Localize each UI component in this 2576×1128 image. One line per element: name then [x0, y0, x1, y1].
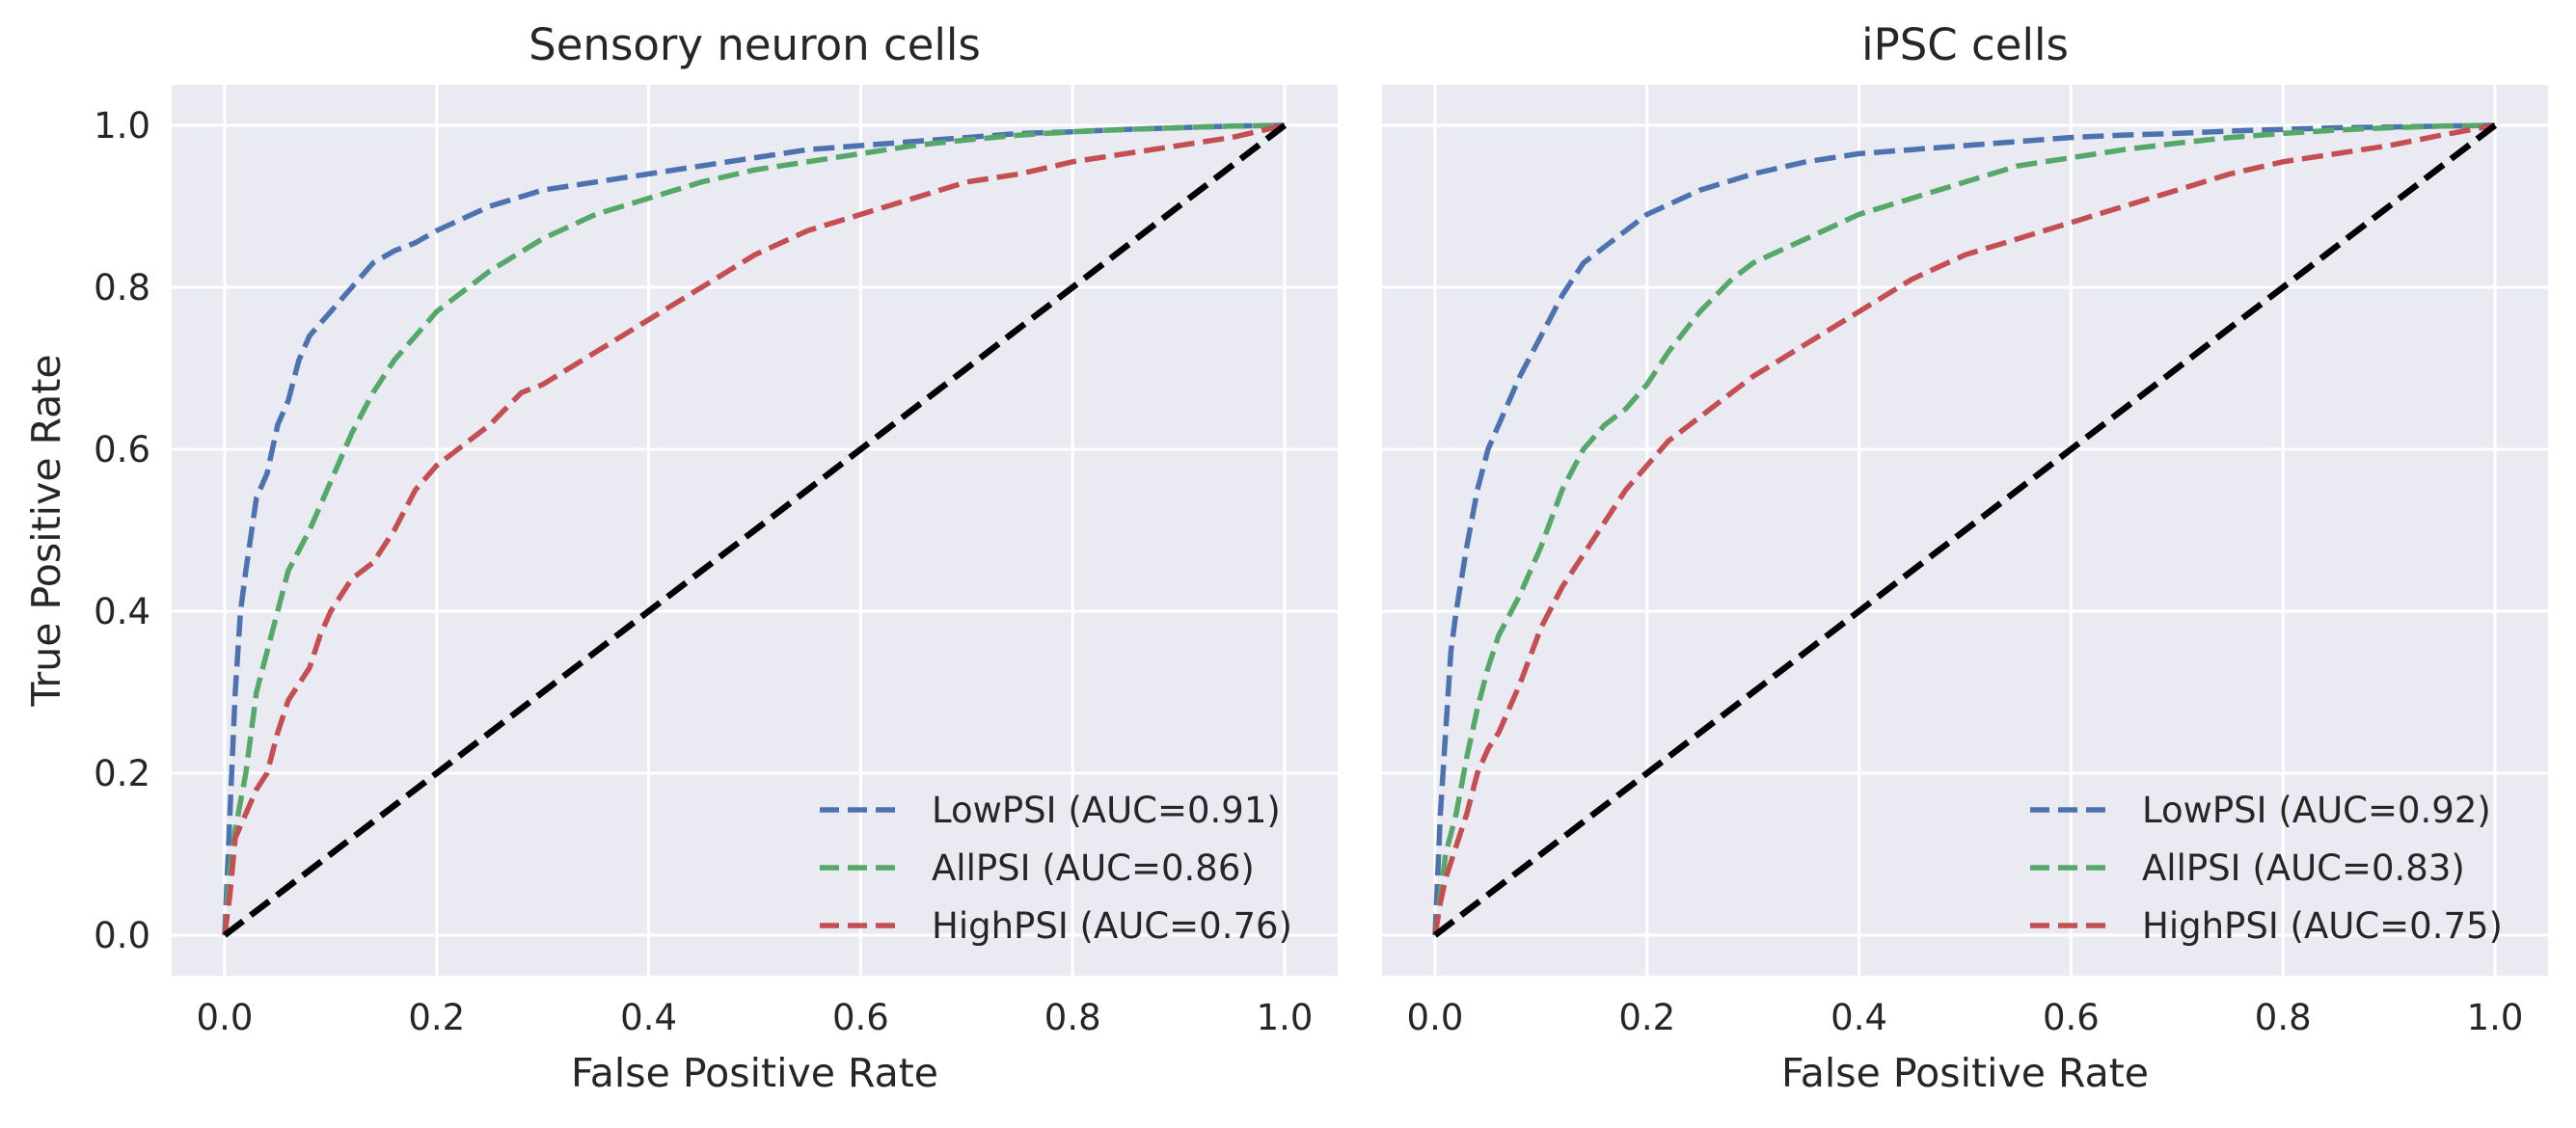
legend-label: AllPSI (AUC=0.83): [2142, 847, 2465, 889]
chart-title: Sensory neuron cells: [529, 19, 981, 70]
roc-curve: [222, 122, 1286, 936]
legend-label: HighPSI (AUC=0.76): [932, 905, 1292, 947]
roc-curve: [222, 122, 1286, 936]
y-tick-label: 0.2: [94, 753, 150, 794]
y-tick-label: 0.6: [94, 429, 150, 470]
x-tick-label: 0.6: [832, 997, 889, 1038]
legend-label: LowPSI (AUC=0.92): [2142, 790, 2491, 831]
tick-labels: 0.0 0.2 0.4 0.6 0.8 1.0 0.0 0.2 0.4 0.6 0.8 1.0: [94, 105, 1313, 1038]
x-tick-label: 0.2: [1618, 997, 1675, 1038]
x-tick-label: 0.8: [2255, 997, 2312, 1038]
x-tick-label: 0.6: [2043, 997, 2100, 1038]
x-tick-label: 0.4: [620, 997, 677, 1038]
x-tick-label: 1.0: [2467, 997, 2524, 1038]
legend-label: HighPSI (AUC=0.75): [2142, 905, 2503, 947]
x-tick-label: 1.0: [1257, 997, 1314, 1038]
legend-label: LowPSI (AUC=0.91): [932, 790, 1281, 831]
x-axis-label: False Positive Rate: [571, 1050, 938, 1096]
x-tick-label: 0.2: [408, 997, 465, 1038]
legend: LowPSI (AUC=0.91) AllPSI (AUC=0.86) HighPS…: [820, 790, 1292, 947]
panel-sensory-neuron: LowPSI (AUC=0.91) AllPSI (AUC=0.86) HighPS…: [23, 19, 1338, 1096]
x-axis-label: False Positive Rate: [1781, 1050, 2149, 1096]
x-tick-label: 0.4: [1830, 997, 1887, 1038]
roc-curve: [1432, 122, 2496, 936]
series-group: [222, 122, 1288, 938]
tick-labels: 0.0 0.2 0.4 0.6 0.8 1.0: [1407, 997, 2524, 1038]
chance-diagonal: [1432, 122, 2498, 938]
x-tick-label: 0.8: [1044, 997, 1101, 1038]
y-tick-label: 0.4: [94, 591, 150, 632]
y-tick-label: 0.0: [94, 915, 150, 956]
x-tick-label: 0.0: [197, 997, 254, 1038]
grid: [172, 85, 1338, 976]
chart-title: iPSC cells: [1861, 19, 2069, 70]
chance-diagonal: [222, 122, 1288, 938]
legend: LowPSI (AUC=0.92) AllPSI (AUC=0.83) HighPS…: [2030, 790, 2503, 947]
y-tick-label: 1.0: [94, 105, 150, 147]
roc-curve: [1432, 122, 2496, 936]
y-axis-label: True Positive Rate: [23, 354, 69, 707]
grid: [1382, 85, 2548, 976]
series-group: [1432, 122, 2498, 938]
x-tick-label: 0.0: [1407, 997, 1464, 1038]
y-tick-label: 0.8: [94, 267, 150, 309]
legend-label: AllPSI (AUC=0.86): [932, 847, 1255, 889]
panel-ipsc: LowPSI (AUC=0.92) AllPSI (AUC=0.83) HighPS…: [1382, 19, 2548, 1096]
